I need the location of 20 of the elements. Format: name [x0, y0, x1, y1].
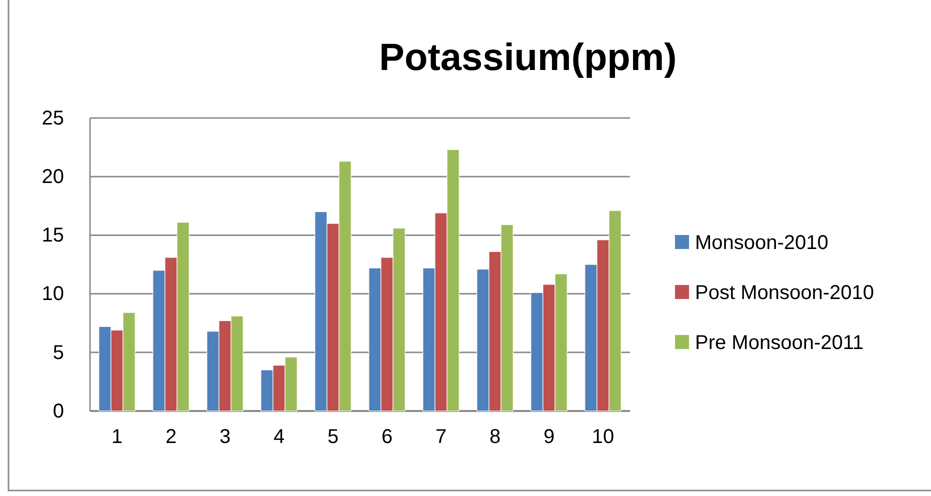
chart-title: Potassium(ppm) [379, 37, 677, 79]
legend-label: Monsoon-2010 [695, 232, 828, 254]
y-tick-label: 25 [42, 107, 64, 130]
y-tick-label: 20 [42, 166, 64, 188]
y-tick-label: 0 [52, 400, 64, 422]
legend-label: Pre Monsoon-2011 [695, 332, 864, 354]
x-tick-label: 8 [489, 426, 501, 448]
x-tick-label: 2 [165, 426, 177, 448]
x-tick-label: 4 [273, 426, 285, 448]
y-tick-label: 15 [42, 224, 64, 247]
x-tick-label: 7 [435, 426, 447, 448]
legend-label: Post Monsoon-2010 [695, 282, 874, 304]
x-tick-label: 3 [219, 426, 231, 448]
x-tick-label: 9 [543, 426, 555, 448]
y-tick-label: 5 [52, 342, 64, 364]
y-tick-label: 10 [42, 283, 64, 306]
x-tick-label: 10 [592, 426, 614, 448]
x-tick-label: 5 [327, 426, 339, 448]
x-tick-label: 6 [381, 426, 393, 448]
x-tick-label: 1 [111, 426, 123, 448]
